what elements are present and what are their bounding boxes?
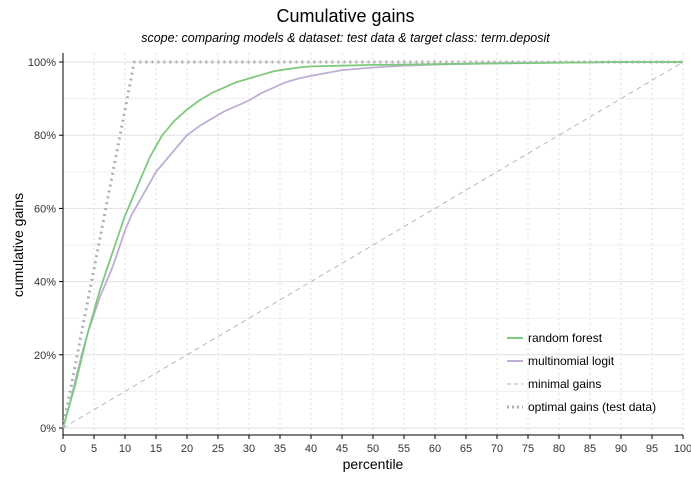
legend-label-minimal-gains: minimal gains: [528, 377, 602, 391]
x-tick-label: 35: [274, 443, 286, 455]
x-tick-label: 60: [429, 443, 441, 455]
x-tick-label: 85: [584, 443, 596, 455]
y-tick-labels: 0% 20% 40% 60% 80% 100%: [28, 57, 56, 435]
x-axis-label: percentile: [342, 456, 404, 472]
series-lines: [61, 60, 684, 429]
x-tick-label: 15: [150, 443, 162, 455]
y-tick-label: 20%: [34, 350, 56, 362]
x-tick-label: 70: [491, 443, 503, 455]
grid-lines: [62, 53, 684, 435]
x-tick-label: 20: [181, 443, 193, 455]
y-tick-label: 40%: [34, 277, 56, 289]
series-line-optimal-gains-test-data: [61, 60, 683, 429]
x-tick-label: 10: [119, 443, 131, 455]
x-tick-label: 5: [91, 443, 97, 455]
x-tick-label: 25: [212, 443, 224, 455]
x-tick-labels: 0 5 10 15 20 25 30 35 40 45 50 55 60 65 70 75 80 85 90 95 10…: [60, 443, 691, 455]
y-tick-label: 60%: [34, 203, 56, 215]
chart-title: Cumulative gains: [276, 6, 415, 26]
y-axis-label: cumulative gains: [10, 192, 26, 298]
legend-key-optimal-gains: [507, 405, 523, 409]
x-tick-label: 40: [305, 443, 317, 455]
chart-subtitle: scope: comparing models & dataset: test …: [141, 31, 550, 45]
legend-label-random-forest: random forest: [528, 331, 603, 345]
y-tick-label: 100%: [28, 57, 56, 69]
legend-key-multinomial-logit: [507, 360, 523, 362]
x-tick-label: 30: [243, 443, 255, 455]
y-tick-label: 0%: [40, 423, 56, 435]
x-tick-label: 55: [398, 443, 410, 455]
x-tick-label: 45: [336, 443, 348, 455]
x-tick-label: 65: [460, 443, 472, 455]
legend-key-minimal-gains: [507, 383, 523, 385]
x-tick-label: 100: [674, 443, 691, 455]
legend-key-random-forest: [507, 337, 523, 339]
legend-label-multinomial-logit: multinomial logit: [528, 354, 615, 368]
series-line-random-forest: [62, 61, 683, 429]
x-tick-label: 75: [522, 443, 534, 455]
y-tick-label: 80%: [34, 130, 56, 142]
x-tick-label: 50: [367, 443, 379, 455]
axes: [59, 53, 684, 439]
legend-label-optimal-gains: optimal gains (test data): [528, 400, 657, 414]
x-tick-label: 95: [646, 443, 658, 455]
x-tick-label: 80: [553, 443, 565, 455]
x-tick-label: 0: [60, 443, 66, 455]
series-line-minimal-gains: [62, 61, 684, 429]
x-tick-label: 90: [615, 443, 627, 455]
